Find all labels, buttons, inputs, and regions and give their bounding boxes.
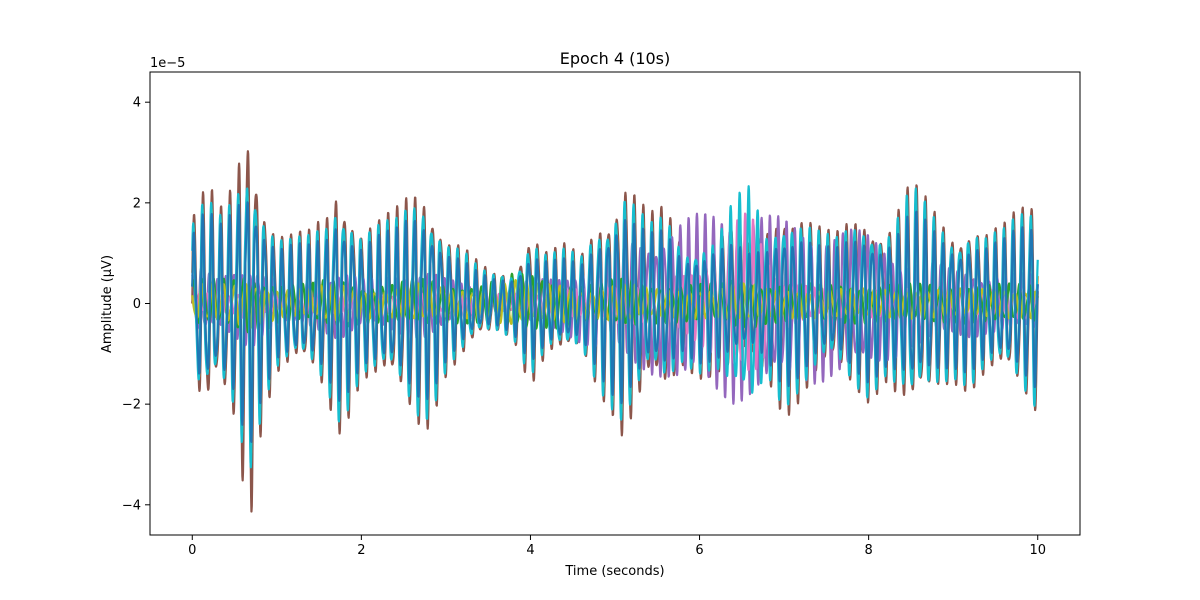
y-tick-label: 4 [133,96,141,111]
x-tick-label: 4 [526,543,534,558]
chart-title: Epoch 4 (10s) [560,49,671,68]
x-axis: 0 2 4 6 8 10 [188,535,1046,558]
y-offset-label: 1e−5 [150,56,185,71]
x-tick-label: 8 [864,543,872,558]
y-tick-label: 0 [133,297,141,312]
y-tick-label: −2 [122,398,141,413]
x-tick-label: 2 [357,543,365,558]
x-tick-label: 10 [1029,543,1046,558]
y-tick-label: 2 [133,196,141,211]
x-tick-label: 6 [695,543,703,558]
series-layer [191,150,1039,513]
x-axis-label: Time (seconds) [564,564,664,579]
y-axis-label: Amplitude (µV) [100,255,115,353]
x-tick-label: 0 [188,543,196,558]
y-tick-label: −4 [122,498,141,513]
y-axis: −4 −2 0 2 4 [122,96,150,513]
series-line [191,201,1039,443]
